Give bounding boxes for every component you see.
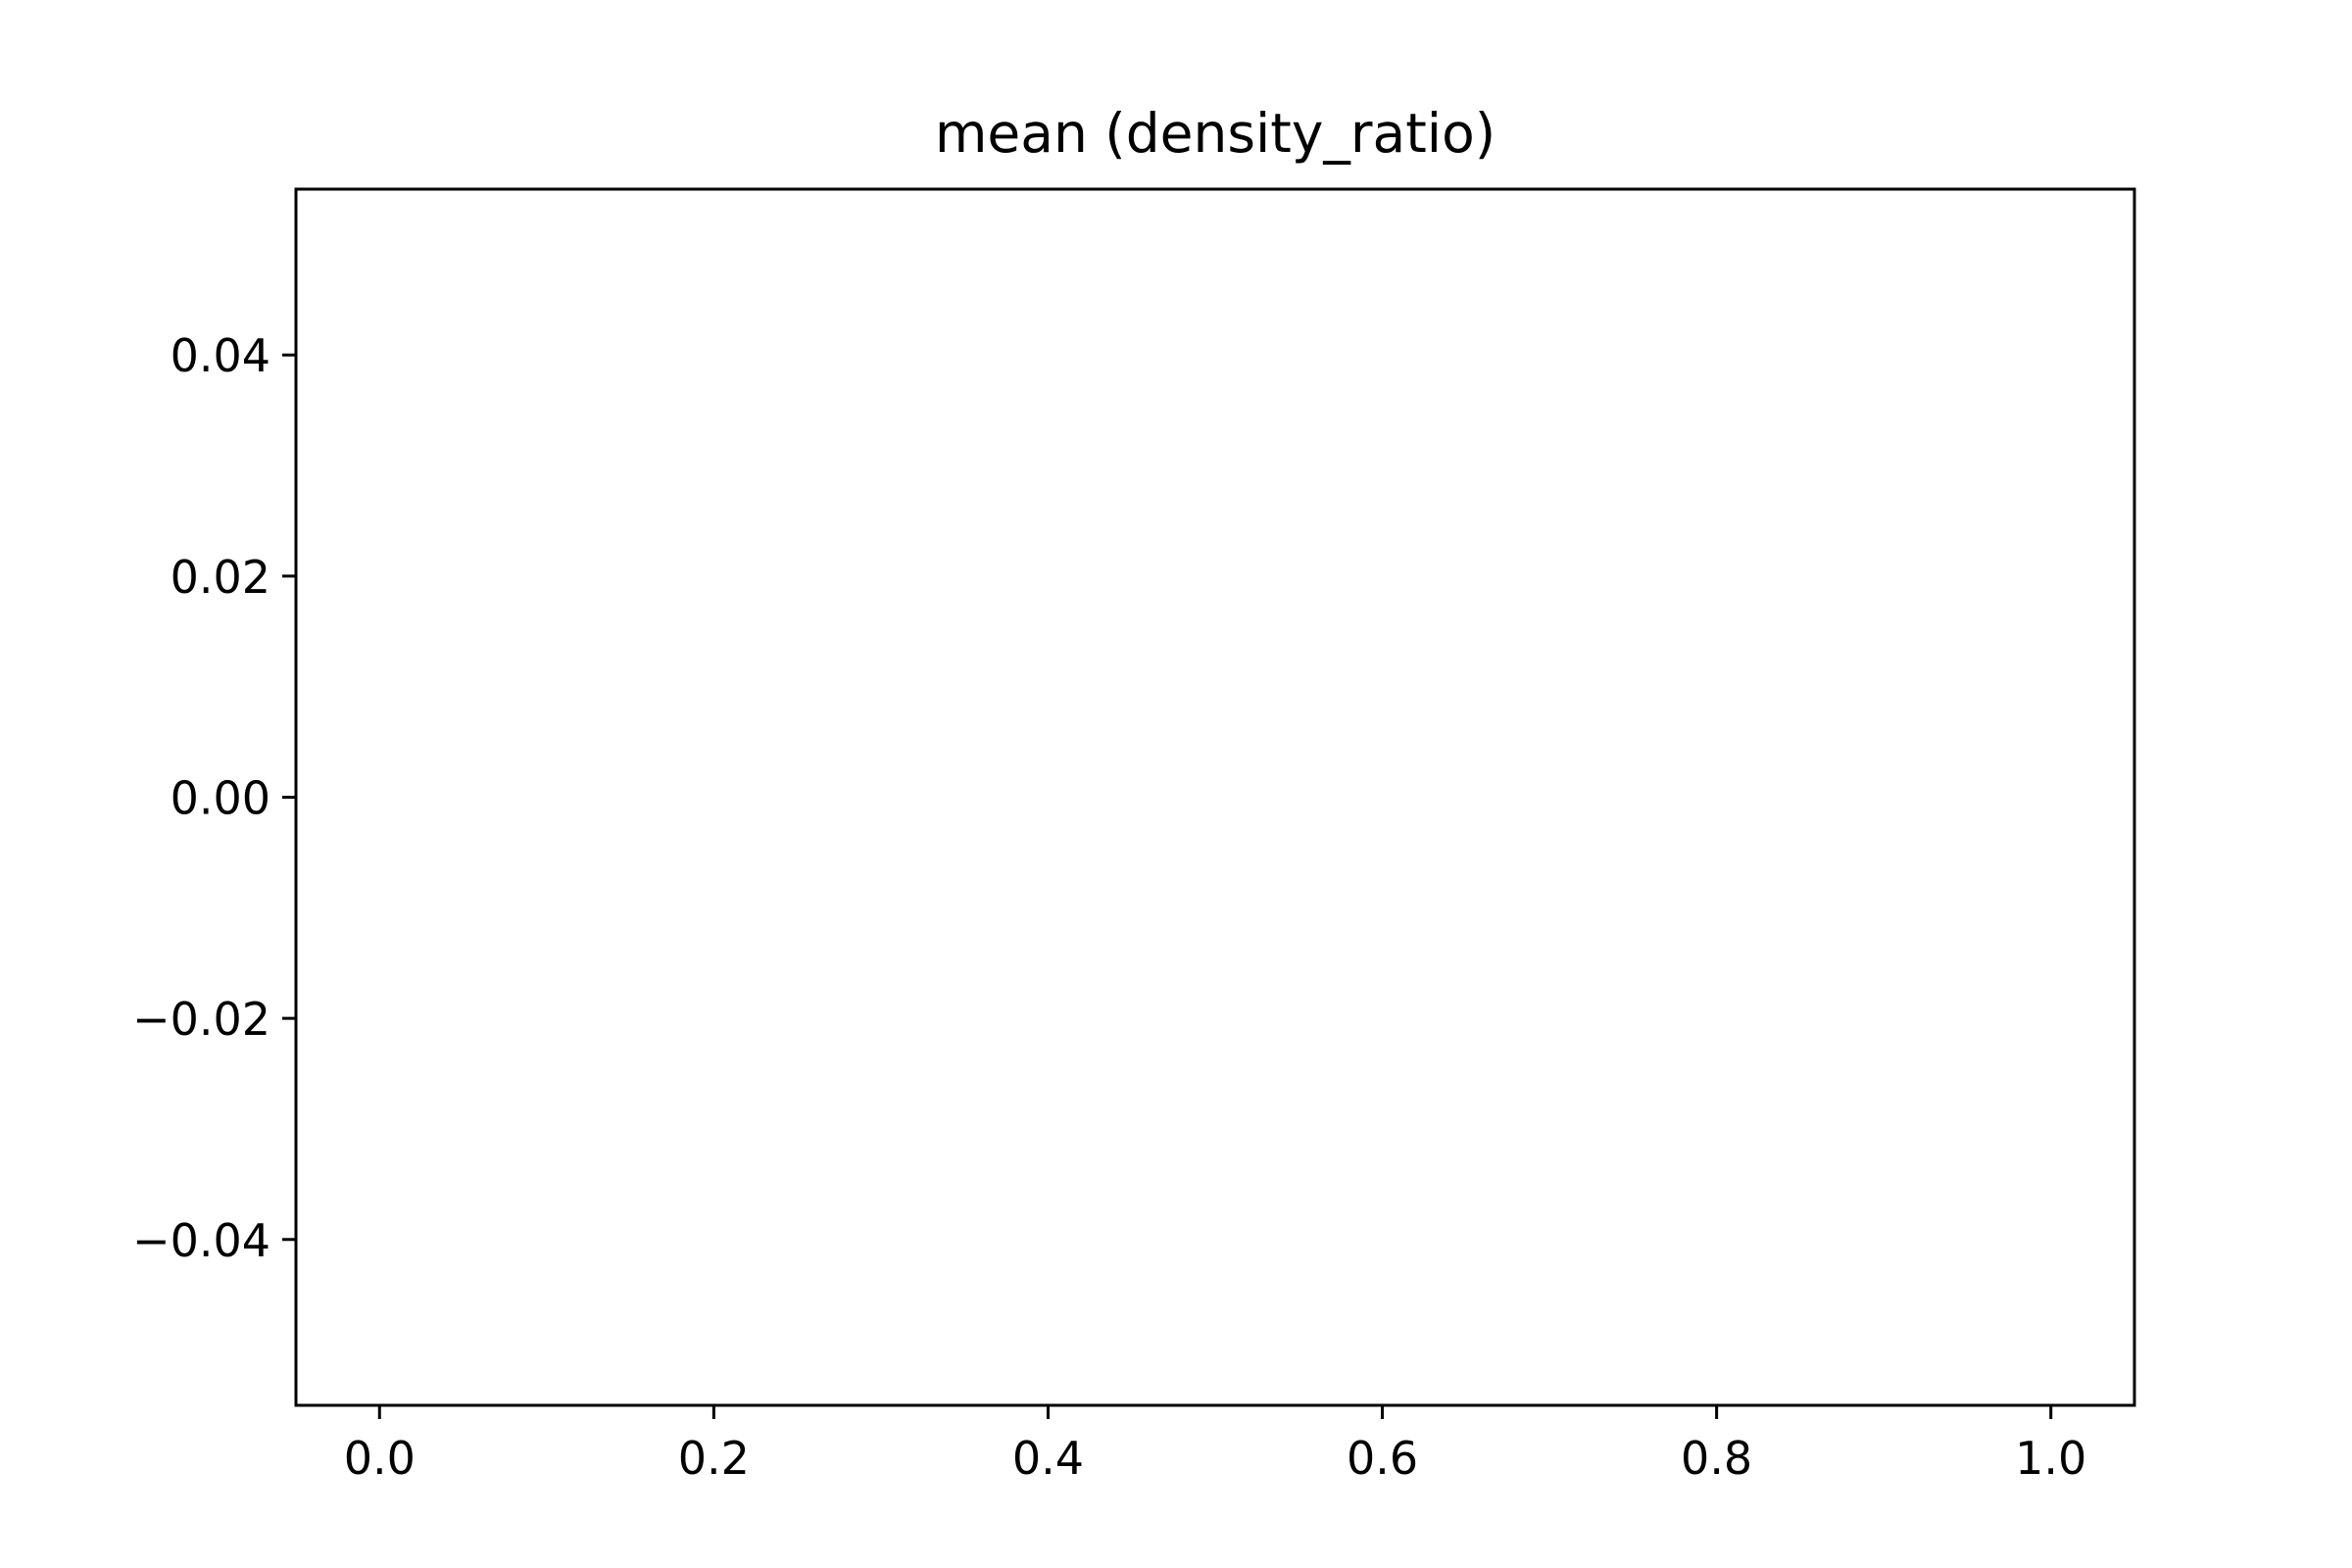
y-tick-label: −0.04 (132, 1214, 270, 1267)
y-tick-label: 0.04 (171, 329, 270, 382)
y-tick-label: 0.00 (171, 772, 270, 825)
y-tick-label: 0.02 (171, 551, 270, 604)
x-tick-label: 0.0 (344, 1432, 416, 1485)
chart-title: mean (density_ratio) (935, 102, 1495, 165)
y-axis: −0.04 −0.02 0.00 0.02 0.04 (132, 329, 296, 1267)
x-tick-label: 0.4 (1012, 1432, 1084, 1485)
x-tick-label: 0.6 (1347, 1432, 1418, 1485)
x-tick-label: 0.2 (678, 1432, 750, 1485)
x-tick-label: 1.0 (2015, 1432, 2086, 1485)
y-tick-label: −0.02 (132, 993, 270, 1046)
plot-area (294, 187, 2136, 1407)
x-tick-label: 0.8 (1681, 1432, 1752, 1485)
x-axis: 0.0 0.2 0.4 0.6 0.8 1.0 (344, 1405, 2086, 1485)
